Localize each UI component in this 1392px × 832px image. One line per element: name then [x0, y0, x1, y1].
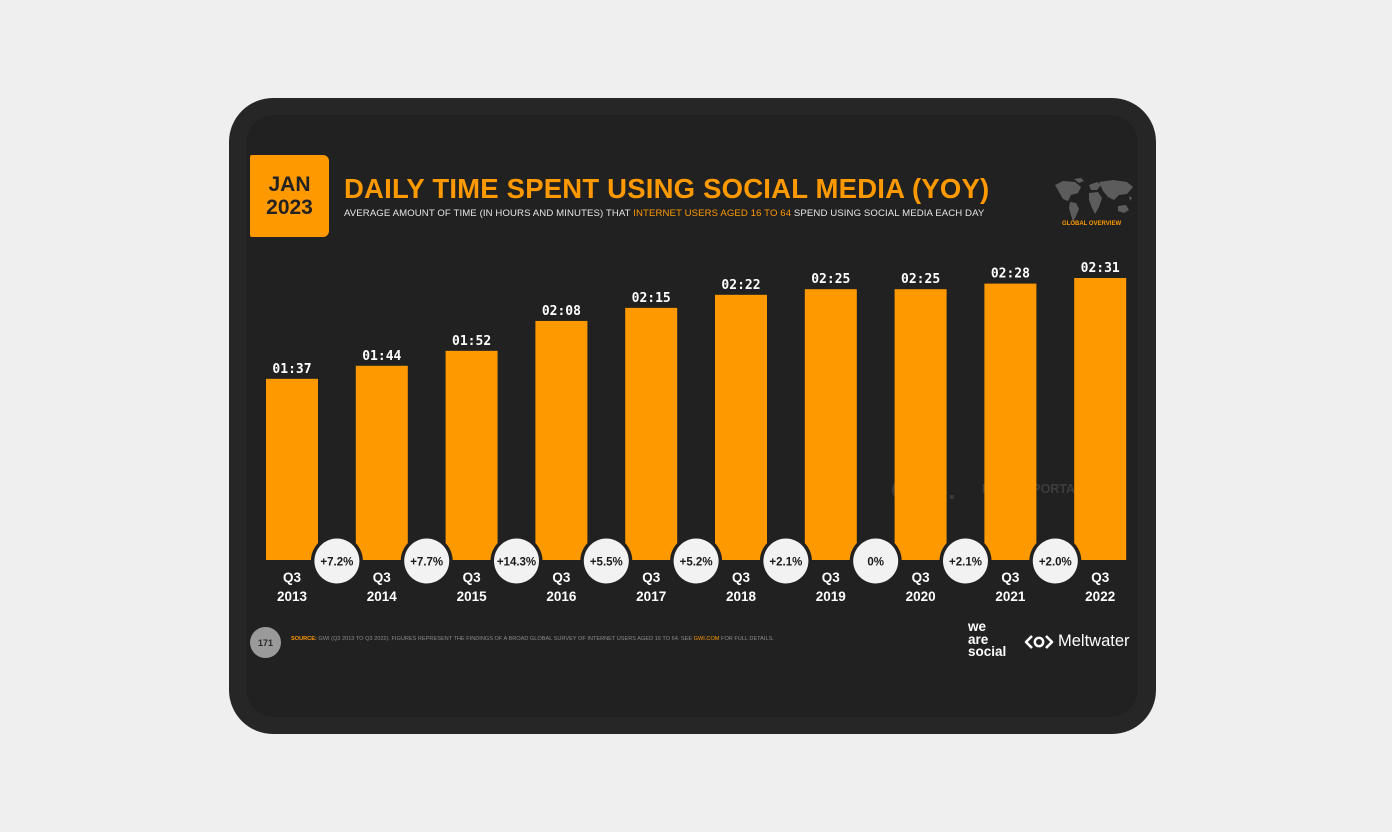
data-label: 02:22 [721, 278, 760, 293]
bar [355, 365, 408, 560]
bar [984, 283, 1037, 560]
data-label: 02:25 [811, 272, 850, 287]
change-label: +5.2% [680, 557, 713, 569]
logo-line-social: social [968, 644, 1007, 659]
x-tick-label: 2021 [995, 589, 1026, 604]
logo-line-are: are [968, 631, 989, 647]
chart-title: DAILY TIME SPENT USING SOCIAL MEDIA (YOY… [344, 173, 990, 204]
subtitle-text-end: SPEND USING SOCIAL MEDIA EACH DAY [791, 208, 985, 219]
badge-year: 2023 [266, 196, 313, 219]
map-label: GLOBAL OVERVIEW [1062, 221, 1122, 227]
data-label: 01:52 [452, 334, 491, 349]
x-tick-label: Q3 [732, 570, 751, 585]
meltwater-mark-icon [1024, 634, 1054, 649]
date-badge: JAN 2023 [250, 155, 329, 237]
change-label: 0% [867, 557, 884, 569]
source-note: SOURCE: GWI (Q3 2013 TO Q3 2022). FIGURE… [291, 636, 774, 642]
data-label: 02:25 [901, 272, 940, 287]
change-label: +14.3% [497, 557, 536, 569]
bar [715, 294, 767, 560]
bar [804, 289, 857, 560]
data-label: 02:28 [991, 267, 1030, 282]
change-pill [673, 538, 719, 584]
change-pill [314, 538, 360, 584]
data-label: 01:44 [362, 349, 401, 364]
data-label: 02:08 [542, 304, 581, 319]
change-label: +2.1% [949, 557, 982, 569]
change-pill [494, 538, 539, 584]
x-tick-label: Q3 [1091, 570, 1110, 585]
x-tick-label: 2022 [1085, 589, 1115, 604]
change-label: +2.1% [769, 557, 802, 569]
change-pill [853, 538, 899, 584]
x-tick-label: 2019 [816, 589, 846, 604]
x-tick-label: Q3 [463, 570, 482, 585]
meltwater-logo: Meltwater [1024, 632, 1130, 651]
x-tick-label: 2017 [636, 589, 666, 604]
meltwater-text: Meltwater [1058, 632, 1130, 650]
change-label: +2.0% [1039, 557, 1072, 569]
bar [894, 289, 947, 560]
x-tick-label: Q3 [642, 570, 661, 585]
x-tick-label: 2018 [726, 589, 757, 604]
logo-line-we: we [968, 619, 987, 634]
change-pill [1032, 538, 1078, 584]
change-label: +5.5% [590, 557, 623, 569]
x-tick-label: 2015 [457, 589, 488, 604]
data-label: 01:37 [272, 362, 311, 377]
slide: JAN 2023 DAILY TIME SPENT USING SOCIAL M… [246, 115, 1138, 717]
data-label: 02:15 [632, 291, 671, 306]
bar-chart: 01:37 Q3 2013 01:44 Q3 2014 01:52 Q3 2015 02:08 Q3… [266, 261, 1127, 604]
change-pill [583, 538, 629, 584]
subtitle-text-start: AVERAGE AMOUNT OF TIME (IN HOURS AND MIN… [344, 208, 634, 219]
page-number: 171 [250, 627, 281, 658]
x-tick-label: Q3 [552, 570, 571, 585]
change-pill [943, 538, 988, 584]
change-pill [763, 538, 809, 584]
bar [266, 378, 318, 560]
source-text: GWI (Q3 2013 TO Q3 2022). FIGURES REPRES… [316, 636, 694, 642]
x-tick-label: Q3 [373, 570, 392, 585]
source-end: FOR FULL DETAILS. [719, 636, 774, 642]
we-are-social-logo: we are social [968, 619, 1007, 659]
x-tick-label: Q3 [283, 570, 302, 585]
x-tick-label: 2014 [367, 589, 398, 604]
chart-subtitle: AVERAGE AMOUNT OF TIME (IN HOURS AND MIN… [344, 208, 984, 219]
badge-month: JAN [268, 173, 311, 196]
x-tick-label: 2016 [546, 589, 577, 604]
bar [445, 350, 498, 560]
x-tick-label: Q3 [822, 570, 841, 585]
change-label: +7.2% [320, 557, 353, 569]
source-label: SOURCE: [291, 636, 317, 642]
x-tick-label: Q3 [912, 570, 931, 585]
x-tick-label: Q3 [1001, 570, 1020, 585]
world-map-icon [1051, 177, 1135, 229]
change-pill [404, 538, 450, 584]
bar [625, 307, 678, 560]
source-link[interactable]: GWI.COM [693, 636, 720, 642]
x-tick-label: 2020 [906, 589, 936, 604]
bar [535, 320, 588, 560]
bar [1074, 278, 1127, 560]
change-label: +7.7% [410, 557, 443, 569]
x-tick-label: 2013 [277, 589, 308, 604]
data-label: 02:31 [1081, 261, 1120, 276]
subtitle-highlight: INTERNET USERS AGED 16 TO 64 [633, 208, 792, 219]
